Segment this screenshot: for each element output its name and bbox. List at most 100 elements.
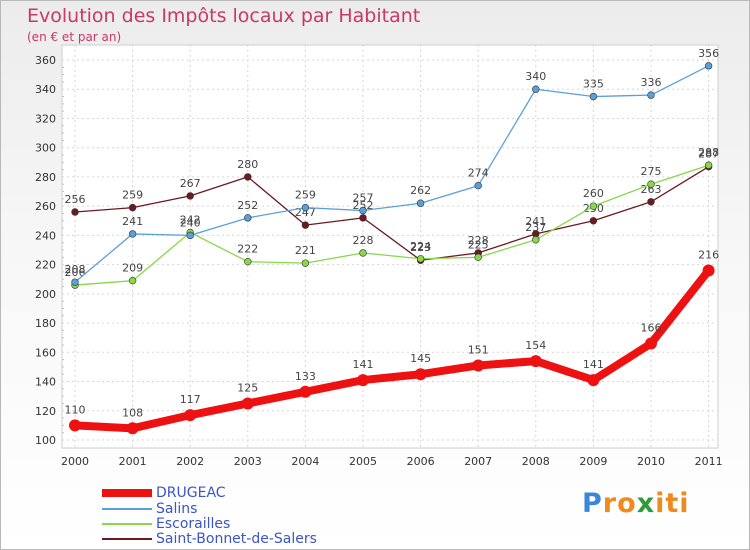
y-tick-label: 280: [35, 171, 56, 184]
data-point-saint-bonnet-de-salers: [647, 198, 655, 206]
data-label-saint-bonnet-de-salers: 223: [410, 241, 431, 254]
data-point-salins: [416, 199, 425, 207]
data-label-saint-bonnet-de-salers: 280: [237, 158, 258, 171]
data-point-drugeac: [702, 264, 715, 277]
data-point-saint-bonnet-de-salers: [71, 208, 79, 216]
data-point-escorailles: [647, 180, 655, 188]
y-tick-label: 340: [35, 83, 56, 96]
legend-item-drugeac: DRUGEAC: [102, 485, 226, 501]
data-point-drugeac: [414, 368, 427, 381]
data-label-drugeac: 216: [698, 248, 719, 261]
x-tick-label: 2003: [234, 455, 262, 468]
data-label-salins: 240: [180, 216, 201, 229]
x-tick-label: 2010: [637, 455, 665, 468]
data-point-salins: [186, 231, 194, 240]
y-tick-label: 140: [35, 376, 56, 389]
data-label-drugeac: 141: [583, 358, 604, 371]
data-label-salins: 259: [295, 189, 316, 202]
chart-title: Evolution des Impôts locaux par Habitant: [27, 5, 421, 27]
data-label-salins: 340: [525, 70, 546, 83]
data-label-escorailles: 221: [295, 244, 316, 257]
data-label-salins: 257: [353, 192, 374, 205]
data-point-saint-bonnet-de-salers: [244, 173, 252, 181]
data-label-salins: 252: [237, 199, 258, 212]
data-point-drugeac: [299, 385, 312, 398]
data-label-escorailles: 242: [180, 213, 201, 226]
legend-swatch-escorailles: [102, 522, 152, 525]
legend-swatch-saint-bonnet: [102, 537, 152, 540]
data-point-escorailles: [589, 202, 598, 210]
data-label-drugeac: 125: [237, 381, 258, 394]
data-point-salins: [128, 230, 137, 238]
x-tick-label: 2006: [407, 455, 435, 468]
y-tick-label: 200: [35, 288, 56, 301]
data-label-salins: 241: [122, 215, 143, 228]
data-label-drugeac: 166: [641, 322, 662, 335]
legend-item-saint-bonnet-de-salers: Saint-Bonnet-de-Salers: [102, 530, 317, 547]
y-tick-label: 300: [35, 142, 56, 155]
proxiti-logo-letter: P: [582, 488, 603, 519]
data-point-salins: [301, 203, 310, 212]
data-point-escorailles: [416, 255, 425, 263]
data-label-salins: 336: [641, 76, 662, 89]
legend-swatch-salins: [102, 507, 152, 510]
data-point-drugeac: [587, 374, 600, 387]
data-point-saint-bonnet-de-salers: [301, 221, 310, 229]
data-label-saint-bonnet-de-salers: 247: [295, 206, 316, 219]
data-label-saint-bonnet-de-salers: 241: [525, 215, 546, 228]
x-tick-label: 2000: [61, 455, 89, 468]
data-point-drugeac: [357, 374, 369, 387]
x-tick-label: 2005: [349, 455, 377, 468]
data-label-drugeac: 117: [180, 393, 201, 406]
data-point-escorailles: [532, 236, 540, 244]
data-point-drugeac: [184, 409, 197, 422]
data-point-drugeac: [69, 419, 81, 432]
data-label-escorailles: 209: [122, 262, 143, 275]
series-line-escorailles: [74, 164, 710, 286]
data-point-escorailles: [474, 253, 482, 262]
data-point-drugeac: [645, 337, 657, 350]
data-point-salins: [532, 85, 540, 93]
data-label-salins: 274: [468, 167, 489, 180]
legend-label-saint-bonnet: Saint-Bonnet-de-Salers: [156, 530, 317, 547]
data-label-drugeac: 151: [468, 343, 489, 356]
y-tick-label: 240: [35, 229, 56, 242]
data-label-salins: 335: [583, 78, 604, 91]
proxiti-logo-letter: r: [602, 488, 618, 519]
y-tick-label: 160: [35, 346, 56, 359]
x-tick-label: 2002: [176, 455, 204, 468]
series-line-drugeac: [71, 266, 713, 433]
data-point-escorailles: [244, 257, 252, 266]
data-label-escorailles: 288: [698, 146, 719, 159]
plot-area: [61, 44, 719, 449]
data-point-escorailles: [359, 249, 367, 257]
data-label-drugeac: 154: [525, 339, 546, 352]
legend-item-salins: Salins: [102, 501, 197, 517]
data-point-salins: [589, 92, 598, 101]
series-line-saint-bonnet-de-salers: [74, 166, 710, 261]
series-line-salins: [74, 65, 710, 283]
proxiti-logo-letter: i: [655, 488, 666, 519]
data-label-escorailles: 224: [410, 240, 431, 253]
proxiti-logo-letter: o: [617, 488, 637, 519]
data-label-saint-bonnet-de-salers: 259: [122, 189, 143, 202]
data-point-escorailles: [301, 259, 310, 267]
data-label-escorailles: 237: [525, 221, 546, 234]
y-tick-label: 180: [35, 317, 56, 330]
data-point-salins: [704, 62, 713, 70]
y-tick-label: 260: [35, 200, 56, 213]
x-tick-label: 2004: [291, 455, 319, 468]
y-tick-label: 100: [35, 434, 56, 447]
proxiti-logo-letter: i: [679, 488, 690, 519]
data-label-escorailles: 260: [583, 187, 604, 200]
data-label-saint-bonnet-de-salers: 252: [353, 199, 374, 212]
data-point-saint-bonnet-de-salers: [359, 214, 367, 222]
data-point-drugeac: [529, 355, 542, 368]
proxiti-logo-letter: t: [665, 488, 680, 519]
y-tick-label: 220: [35, 259, 56, 272]
data-label-drugeac: 133: [295, 370, 316, 383]
data-label-escorailles: 206: [65, 266, 86, 279]
x-tick-label: 2001: [119, 455, 147, 468]
data-label-saint-bonnet-de-salers: 287: [698, 148, 719, 161]
